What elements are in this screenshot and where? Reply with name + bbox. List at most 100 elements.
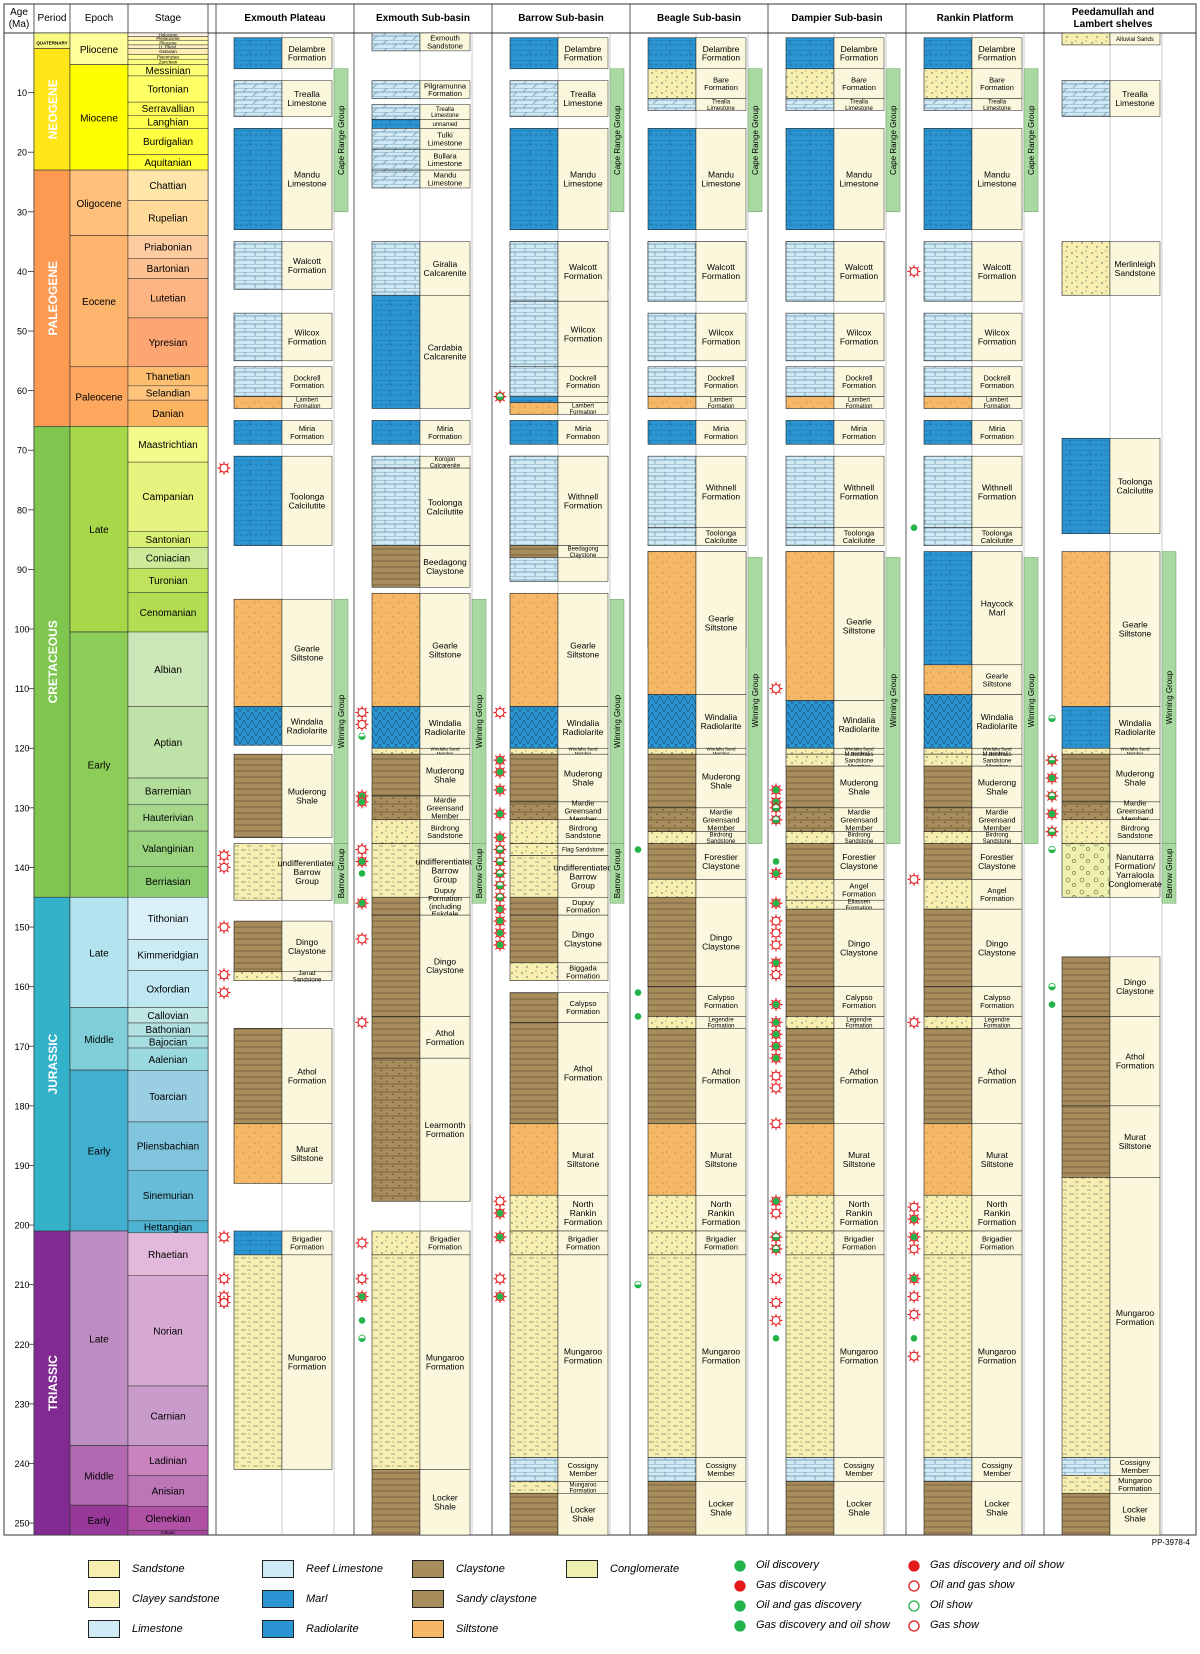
- ring: [495, 1196, 505, 1206]
- unit-label: Formation: [978, 1075, 1017, 1085]
- unit-label: Limestone: [428, 138, 463, 147]
- lithology-unit: [371, 545, 421, 588]
- unit-label: Murat: [986, 1150, 1008, 1160]
- unit-label: Windalia Sand: [430, 746, 460, 751]
- unit-label: Formation: [564, 1073, 603, 1083]
- unit-label-box: [971, 879, 1023, 910]
- unit-label: Limestone: [977, 178, 1016, 188]
- oil-dot: [772, 1054, 780, 1062]
- gas-show-icon: [907, 264, 921, 278]
- unit-label: Formation: [842, 1243, 876, 1252]
- oil-show-fill: [772, 1236, 780, 1241]
- unit-label-box: [419, 241, 471, 296]
- unit-label: Learmonth: [425, 1120, 466, 1130]
- oil-gas-discovery-icon: [493, 807, 507, 821]
- lithology-unit: [785, 1194, 835, 1232]
- oil-dot: [772, 786, 780, 794]
- unit-label: Claystone: [702, 861, 740, 871]
- period-box: [33, 1230, 71, 1536]
- unit-label: Jarrad: [298, 971, 315, 977]
- lithology-unit: [233, 598, 283, 707]
- oil-dot: [772, 959, 780, 967]
- oil-gas-discovery-icon: [769, 1194, 783, 1208]
- unit-label: (including: [429, 902, 461, 911]
- lithology-unit: [923, 765, 973, 809]
- unit-label: Gearle: [986, 671, 1009, 680]
- stage-label: Santonian: [145, 535, 190, 546]
- stage-label: Campanian: [142, 492, 193, 503]
- unit-label: Limestone: [839, 178, 878, 188]
- lithology-unit: [923, 908, 973, 987]
- unit-label: Formation: [704, 83, 738, 92]
- gas-discovery-oil-show-icon: [1045, 753, 1059, 767]
- unit-label: Rankin: [846, 1208, 873, 1218]
- lithology-unit: [1061, 747, 1111, 755]
- gas-show-icon: [217, 1296, 231, 1310]
- unit-label: Formation: [978, 1217, 1017, 1227]
- legend-swatch-sandy: [412, 1590, 444, 1608]
- unit-label: Yarraloola: [1116, 870, 1154, 880]
- lithology-unit: [785, 807, 835, 832]
- stage-label: Danian: [152, 409, 184, 420]
- epoch-label: Pliocene: [80, 45, 119, 56]
- unit-label: Mandu: [984, 170, 1010, 180]
- unit-label: Muderong: [426, 766, 465, 776]
- unit-label: Formation: [704, 381, 738, 390]
- gas-show-icon: [907, 1242, 921, 1256]
- unit-label: Windalia: [567, 718, 600, 728]
- lithology-unit: [785, 908, 835, 987]
- unit-label: Siltstone: [429, 649, 462, 659]
- legend-swatch-conglomerate: [566, 1560, 598, 1578]
- lithology-unit: [1061, 1492, 1111, 1536]
- lithology-unit: [785, 1123, 835, 1196]
- age-tick-label: 210: [14, 1280, 29, 1290]
- unit-label: Limestone: [983, 106, 1011, 112]
- unit-label-box: [971, 1028, 1023, 1124]
- oil-gas-discovery-icon: [907, 1272, 921, 1286]
- legend-label: Radiolarite: [306, 1623, 359, 1635]
- unit-label: Legendre: [846, 1017, 872, 1023]
- unit-label: Lambert: [296, 397, 318, 403]
- unit-label-box: [695, 694, 747, 749]
- stage-box: [127, 939, 209, 971]
- oil-show-icon: [1048, 845, 1056, 854]
- unit-label: Formation: [980, 432, 1014, 441]
- lithology-unit: [509, 545, 559, 558]
- age-tick-label: 140: [14, 863, 29, 873]
- unit-label: M.australis: [982, 752, 1011, 758]
- ring: [771, 1274, 781, 1284]
- stage-box: [127, 1232, 209, 1276]
- lithology-unit: [1061, 819, 1111, 844]
- unit-label: Delambre: [289, 44, 326, 54]
- age-tick-label: 10: [17, 88, 27, 98]
- unit-label: Giralia: [433, 259, 458, 269]
- unit-label: Claystone: [978, 861, 1016, 871]
- oil-gas-show-icon: [769, 783, 783, 797]
- lithology-unit: [233, 80, 283, 117]
- group-label: Winning Group: [1027, 673, 1036, 727]
- unit-label: Gearle: [846, 617, 872, 627]
- lithology-unit: [923, 879, 973, 910]
- unit-label: Muderong: [1116, 769, 1155, 779]
- unit-label: Formation: [980, 894, 1014, 903]
- ring: [219, 988, 229, 998]
- stage-label: Albian: [154, 665, 182, 676]
- stage-label: Berriasian: [145, 877, 190, 888]
- unit-label-box: [557, 37, 609, 70]
- ring: [357, 1017, 367, 1027]
- unit-label-box: [833, 366, 885, 397]
- period-label: NEOGENE: [46, 79, 60, 139]
- unit-label: Calypso: [845, 993, 872, 1002]
- lithology-unit: [785, 366, 835, 397]
- unit-label: Claystone: [288, 946, 326, 956]
- period-header: Period: [38, 13, 67, 24]
- legend-label: Conglomerate: [610, 1563, 680, 1575]
- lithology-unit: [785, 551, 835, 701]
- unit-label: Radiolarite: [425, 727, 466, 737]
- legend-label: Gas discovery: [756, 1579, 826, 1591]
- unit-label: undifferentiated: [554, 862, 613, 872]
- stage-label: Rupelian: [148, 214, 187, 225]
- unit-label: Dingo: [572, 929, 594, 939]
- unit-label: Formation: [840, 1356, 879, 1366]
- unit-label: Formation: [288, 265, 327, 275]
